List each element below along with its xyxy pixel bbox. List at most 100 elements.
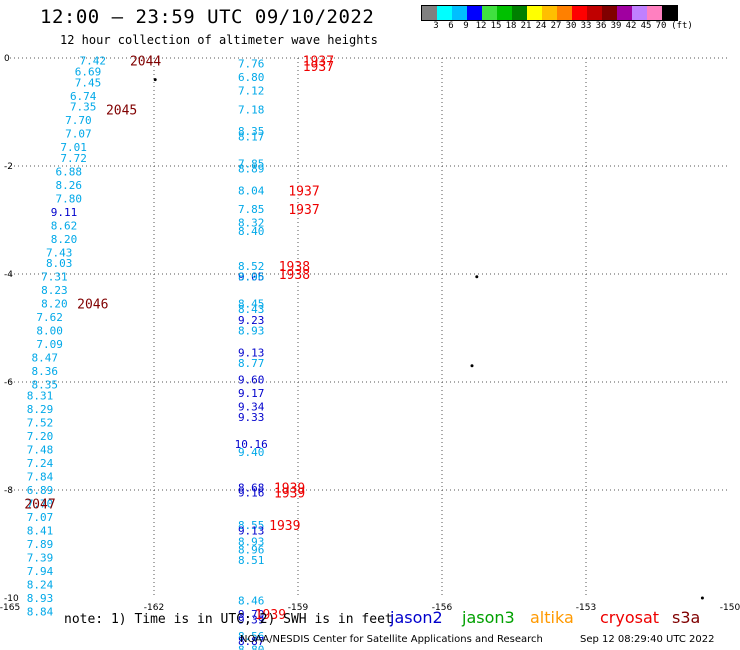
color-legend [421, 5, 678, 21]
legend-swatch [572, 6, 587, 20]
y-tick-label: -8 [4, 486, 13, 496]
island-marker [153, 78, 157, 82]
y-tick-label: -2 [4, 162, 13, 172]
x-tick-label: -162 [144, 603, 164, 613]
legend-label: 70 [655, 21, 667, 31]
swh-value-label: 8.56 [238, 630, 265, 643]
swh-value-label: 8.93 [27, 592, 54, 605]
legend-swatch [587, 6, 602, 20]
legend-label: 24 [535, 21, 547, 31]
legend-label: 45 [640, 21, 652, 31]
swh-value-label: 7.48 [27, 444, 54, 457]
legend-label: 36 [595, 21, 607, 31]
pass-time-label: 1938 [279, 268, 310, 283]
swh-value-label: 9.33 [238, 411, 265, 424]
y-tick-label: -4 [4, 270, 13, 280]
x-tick-label: -159 [288, 603, 309, 613]
pass-time-label: 2047 [24, 498, 55, 513]
legend-swatch [437, 6, 452, 20]
swh-value-label: 8.31 [27, 390, 54, 403]
y-tick-label: -10 [4, 594, 19, 604]
generated-timestamp: Sep 12 08:29:40 UTC 2022 [580, 634, 715, 645]
pass-time-label: 1939 [274, 481, 305, 496]
legend-swatch [512, 6, 527, 20]
swh-value-label: 7.09 [36, 338, 63, 351]
swh-value-label: 7.94 [27, 565, 54, 578]
legend-swatch [527, 6, 542, 20]
swh-value-label: 8.04 [238, 184, 265, 197]
swh-value-label: 8.20 [51, 233, 78, 246]
satellite-legend-s3a: s3a [672, 608, 701, 627]
legend-swatch [602, 6, 617, 20]
pass-time-label: 1937 [288, 203, 319, 218]
swh-value-label: 9.16 [238, 487, 265, 500]
swh-value-label: 9.13 [238, 525, 265, 538]
swh-value-label: 7.24 [27, 457, 54, 470]
legend-label: 3 [433, 21, 439, 31]
legend-swatch [452, 6, 467, 20]
legend-label: 18 [505, 21, 517, 31]
legend-label: 9 [463, 21, 469, 31]
legend-label: (ft) [671, 21, 693, 31]
pass-time-label: 1938 [279, 260, 310, 275]
swh-value-label: 7.18 [238, 103, 265, 116]
x-tick-label: -153 [576, 603, 596, 613]
swh-value-label: 8.46 [238, 595, 265, 608]
swh-value-label: 8.03 [46, 257, 73, 270]
swh-value-label: 8.68 [238, 481, 265, 494]
satellite-legend-jason2: jason2 [390, 608, 443, 627]
swh-value-label: 7.43 [46, 246, 73, 259]
y-tick-label: 0 [4, 54, 10, 64]
legend-swatch [632, 6, 647, 20]
satellite-legend-cryosat: cryosat [600, 608, 660, 627]
swh-value-label: 7.85 [238, 203, 265, 216]
swh-value-label: 8.96 [238, 543, 265, 556]
swh-value-label: 8.43 [238, 303, 265, 316]
swh-value-label: 7.35 [70, 101, 97, 114]
swh-value-label: 8.87 [238, 635, 265, 648]
legend-label: 39 [610, 21, 622, 31]
legend-label: 27 [550, 21, 562, 31]
swh-value-label: 8.24 [27, 579, 54, 592]
swh-value-label: 7.31 [41, 271, 68, 284]
swh-value-label: 6.88 [56, 165, 83, 178]
island-marker [470, 364, 474, 368]
swh-value-label: 8.84 [27, 606, 54, 619]
legend-swatch [482, 6, 497, 20]
legend-swatch [557, 6, 572, 20]
pass-time-label: 1937 [288, 184, 319, 199]
swh-value-label: 9.11 [51, 206, 78, 219]
legend-swatch [422, 6, 437, 20]
legend-swatch [467, 6, 482, 20]
legend-swatch [647, 6, 662, 20]
x-tick-label: -156 [432, 603, 453, 613]
legend-swatch [497, 6, 512, 20]
swh-value-label: 7.39 [27, 552, 54, 565]
satellite-legend-altika: altika [530, 608, 574, 627]
pass-time-label: 2045 [106, 103, 137, 118]
pass-time-label: 1939 [255, 608, 286, 623]
swh-value-label: 8.32 [238, 217, 265, 230]
swh-value-label: 7.07 [27, 511, 54, 524]
swh-value-label: 6.69 [75, 66, 102, 79]
swh-value-label: 8.47 [32, 352, 59, 365]
legend-swatch [662, 6, 677, 20]
swh-value-label: 7.76 [238, 57, 265, 70]
swh-value-label: 9.39 [238, 614, 265, 627]
page-title: 12:00 – 23:59 UTC 09/10/2022 [40, 6, 375, 28]
x-tick-label: -150 [720, 603, 740, 613]
swh-value-label: 7.07 [65, 128, 92, 141]
swh-value-label: 8.45 [238, 298, 265, 311]
satellite-legend-jason3: jason3 [462, 608, 515, 627]
island-marker [700, 596, 704, 600]
swh-value-label: 8.62 [51, 219, 78, 232]
swh-value-label: 8.93 [238, 535, 265, 548]
swh-value-label: 8.17 [238, 130, 265, 143]
swh-value-label: 8.41 [27, 525, 54, 538]
swh-value-label: 7.12 [238, 84, 265, 97]
swh-value-label: 8.52 [238, 260, 265, 273]
swh-value-label: 6.74 [70, 90, 97, 103]
swh-value-label: 7.52 [27, 417, 54, 430]
swh-value-label: 8.35 [32, 379, 59, 392]
pass-time-label: 1939 [269, 519, 300, 534]
